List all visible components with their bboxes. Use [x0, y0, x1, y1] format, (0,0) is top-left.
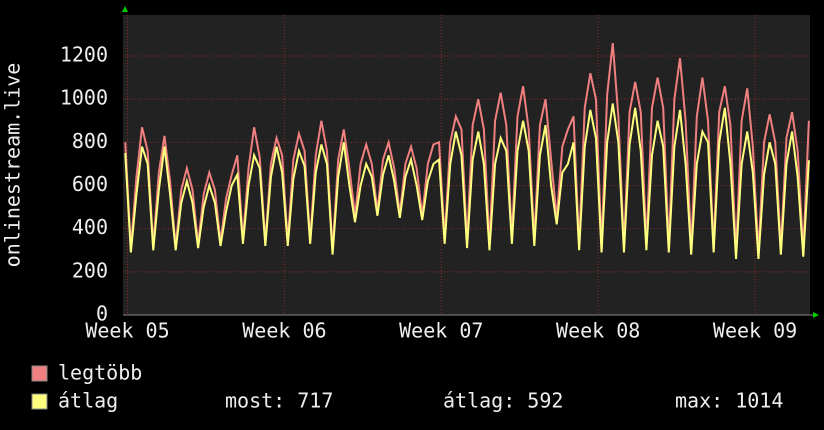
legend-stat: átlag: 592	[443, 389, 563, 413]
x-tick-label: Week 07	[399, 319, 483, 343]
x-tick-label: Week 08	[556, 319, 640, 343]
legend-swatch	[31, 365, 48, 382]
legend-swatch	[31, 393, 48, 410]
x-tick-label: Week 06	[242, 319, 326, 343]
y-tick-label: 400	[72, 215, 108, 239]
y-axis-label: onlinestream.live	[1, 63, 25, 268]
legend-label: legtöbb	[58, 361, 142, 385]
y-tick-label: 200	[72, 258, 108, 282]
y-tick-label: 800	[72, 129, 108, 153]
axis-arrow	[122, 6, 128, 12]
plot-area	[123, 15, 810, 315]
legend-stat: max: 1014	[675, 389, 783, 413]
y-tick-label: 600	[72, 172, 108, 196]
x-tick-label: Week 05	[85, 319, 169, 343]
legend-stat: most: 717	[225, 389, 333, 413]
series-line	[124, 103, 810, 259]
axis-arrow	[813, 312, 819, 318]
x-tick-label: Week 09	[713, 319, 797, 343]
legend-label: átlag	[58, 389, 118, 413]
y-tick-label: 0	[96, 302, 108, 326]
y-tick-label: 1200	[60, 43, 108, 67]
y-tick-label: 1000	[60, 86, 108, 110]
